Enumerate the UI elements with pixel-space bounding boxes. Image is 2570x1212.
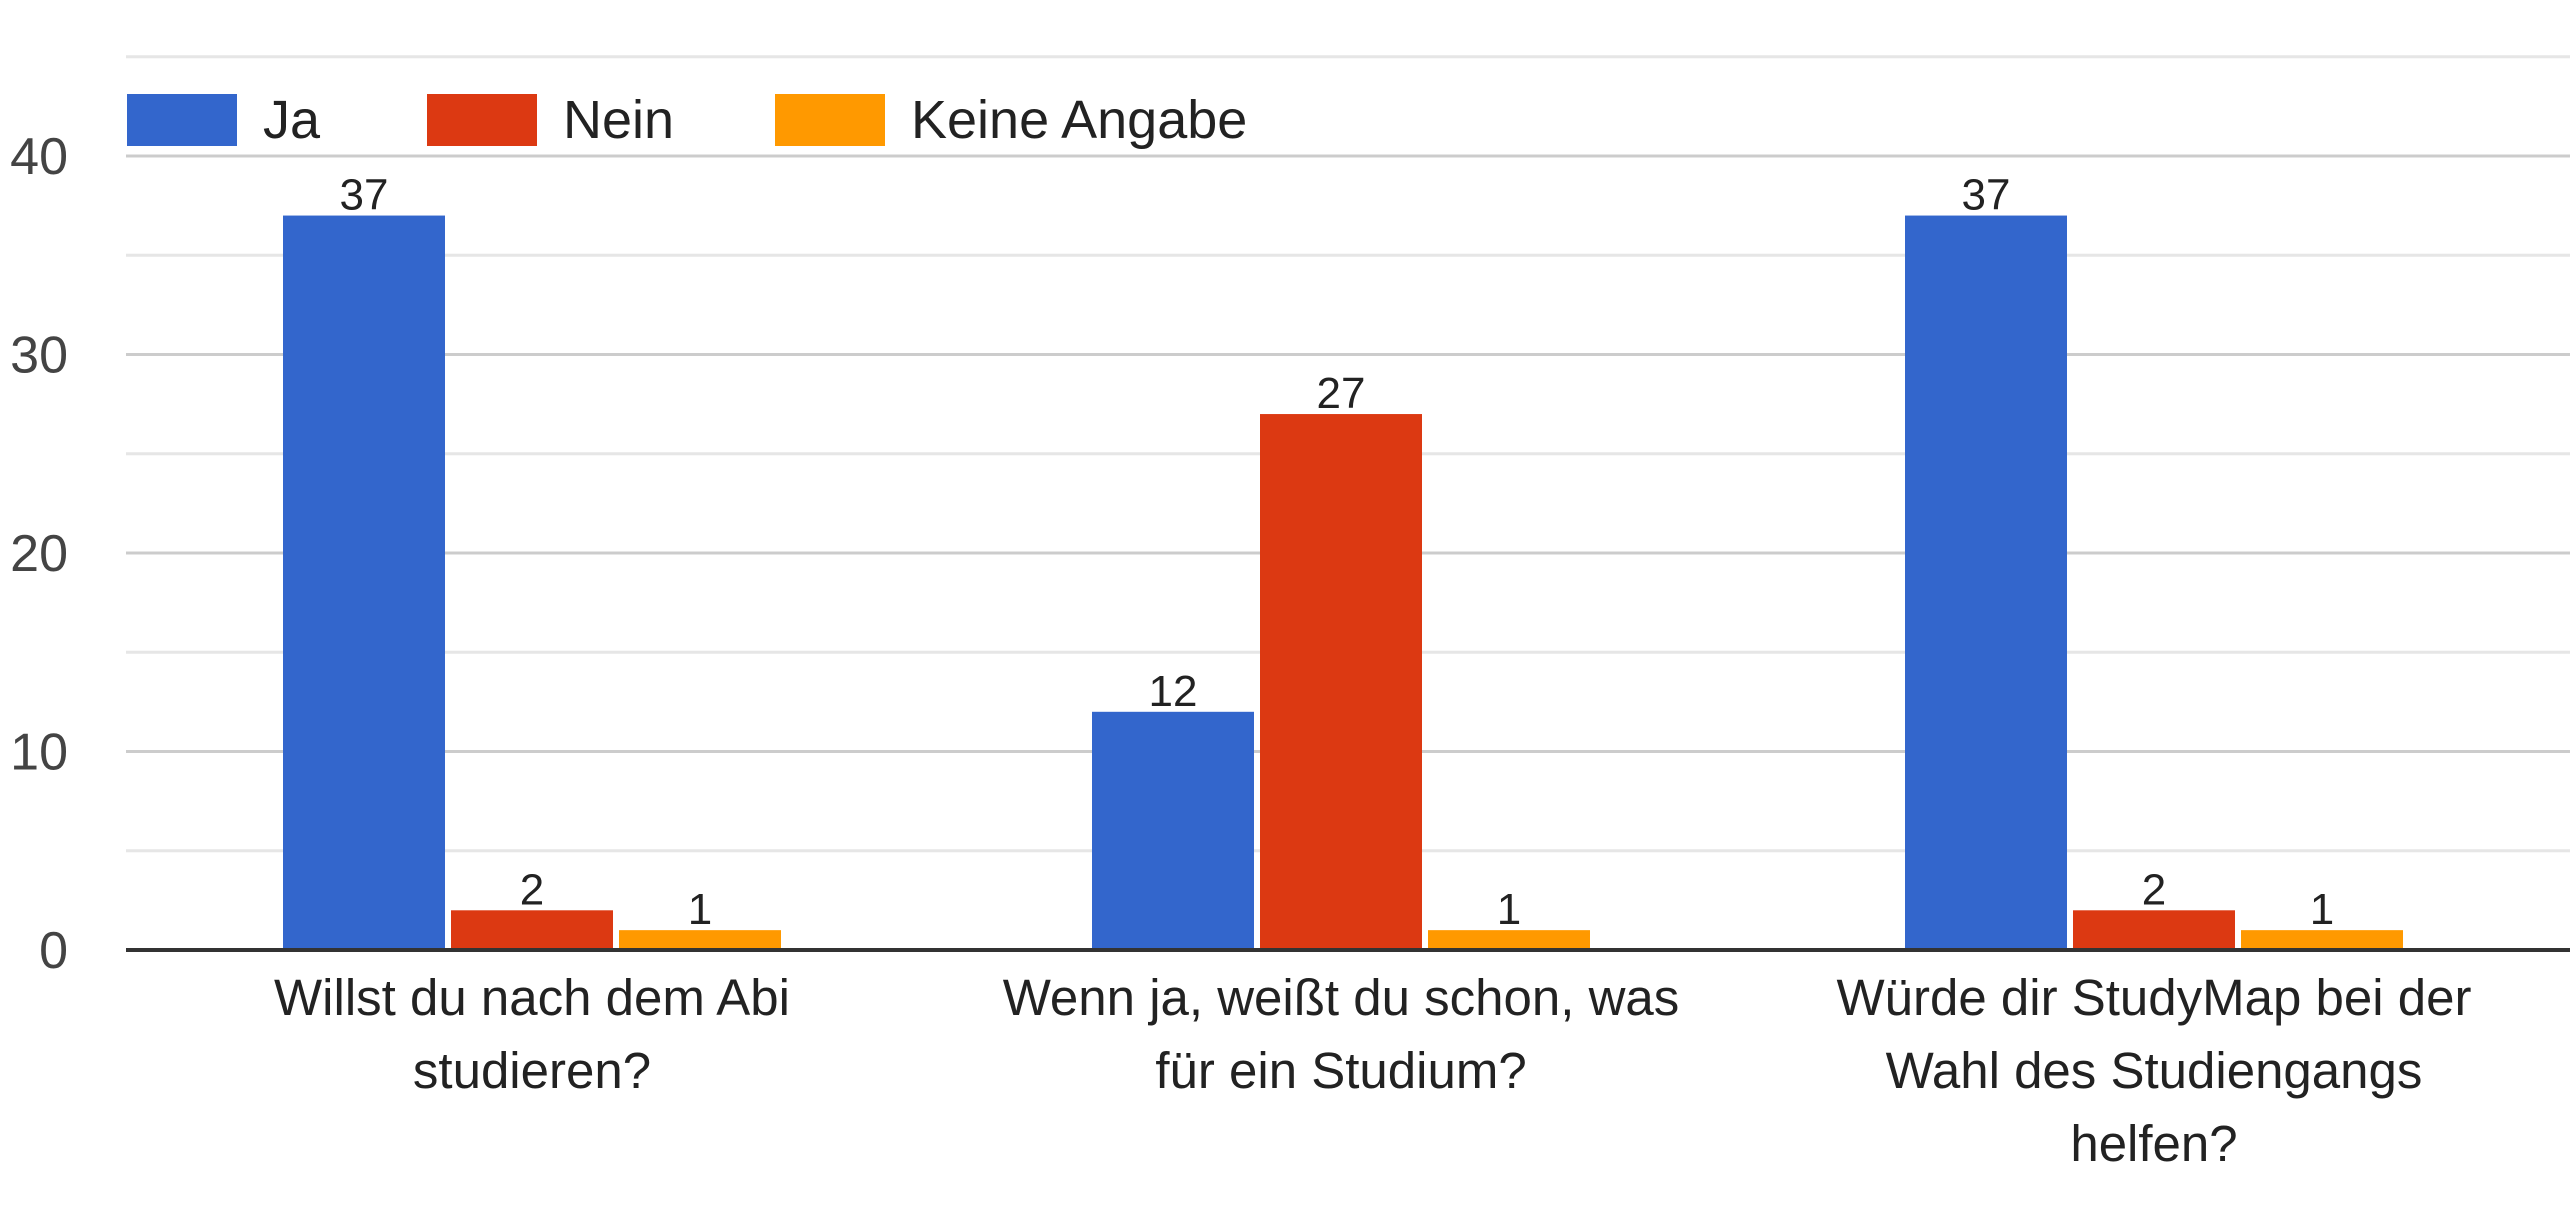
x-category-label-line: Wenn ja, weißt du schon, was (1003, 969, 1680, 1026)
x-category-label: Würde dir StudyMap bei der Wahl des Studi… (1837, 969, 2472, 1172)
x-category-label: Willst du nach dem Abi studieren? (274, 969, 790, 1099)
bar (1428, 930, 1590, 950)
y-tick-label: 30 (10, 327, 68, 385)
x-category-label-line: studieren? (413, 1042, 651, 1099)
bar (2241, 930, 2403, 950)
x-category-label-line: helfen? (2070, 1115, 2237, 1172)
legend-label: Keine Angabe (911, 90, 1247, 150)
legend-label: Ja (263, 90, 321, 150)
data-label: 27 (1317, 369, 1366, 418)
data-label: 2 (2142, 865, 2166, 914)
y-tick-label: 20 (10, 525, 68, 583)
bar (283, 215, 445, 951)
legend-swatch (127, 94, 237, 146)
data-label: 1 (2310, 885, 2334, 934)
legend-swatch (775, 94, 885, 146)
x-category-label-line: für ein Studium? (1155, 1042, 1526, 1099)
legend-swatch (427, 94, 537, 146)
bar (1905, 215, 2067, 951)
bar (619, 930, 781, 950)
data-label: 37 (1962, 171, 2011, 220)
x-category-label-line: Willst du nach dem Abi (274, 969, 790, 1026)
x-category-label-line: Wahl des Studiengangs (1886, 1042, 2423, 1099)
data-label: 2 (520, 865, 544, 914)
data-label: 12 (1149, 667, 1198, 716)
y-tick-label: 40 (10, 128, 68, 186)
y-tick-label: 10 (10, 724, 68, 782)
bar (1260, 414, 1422, 950)
y-tick-label: 0 (39, 922, 68, 980)
x-category-label: Wenn ja, weißt du schon, was für ein Stud… (1003, 969, 1680, 1099)
data-label: 1 (1497, 885, 1521, 934)
bar (1092, 711, 1254, 950)
bar (2073, 910, 2235, 950)
bar (451, 910, 613, 950)
legend-label: Nein (563, 90, 674, 150)
data-label: 1 (688, 885, 712, 934)
data-label: 37 (340, 171, 389, 220)
x-category-label-line: Würde dir StudyMap bei der (1837, 969, 2472, 1026)
